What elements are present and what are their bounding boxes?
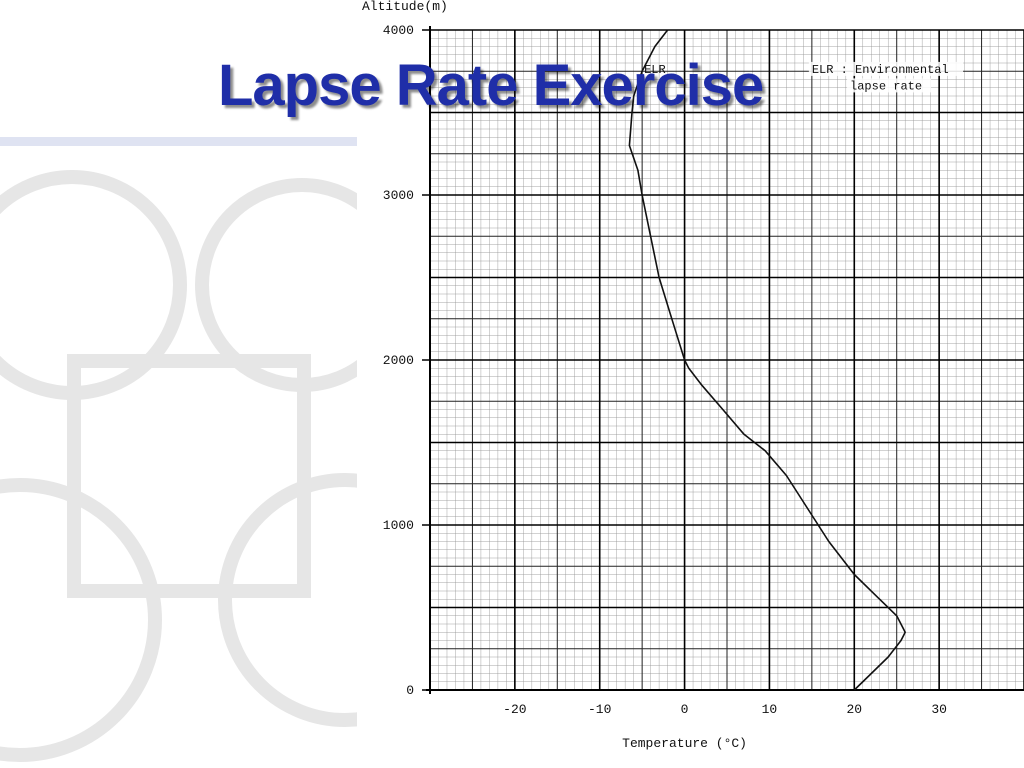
legend-note: lapse rate [850,79,922,93]
series-line-elr [628,29,907,691]
slide-title: Lapse Rate Exercise [218,53,764,118]
y-tick-label: 0 [406,683,414,698]
x-tick-label: 30 [931,702,947,717]
x-tick-label: -20 [503,702,526,717]
y-axis-label: Altitude(m) [362,0,448,14]
legend-note: ELR : Environmental [812,63,949,77]
y-tick-label: 1000 [383,518,414,533]
y-tick-label: 2000 [383,353,414,368]
x-tick-label: 20 [846,702,862,717]
x-tick-label: 10 [762,702,778,717]
chart-canvas: 0 1000 2000 3000 4000 -20 -10 0 10 20 30 Altitude(m… [362,0,1024,751]
y-tick-label: 3000 [383,188,414,203]
lapse-rate-chart: 0 1000 2000 3000 4000 -20 -10 0 10 20 30 Altitude(m… [357,0,1024,768]
annotation-bg [808,61,964,76]
y-tick-label: 4000 [383,23,414,38]
x-axis-label: Temperature (°C) [622,736,747,751]
series-label-elr: ELR [644,63,666,77]
x-tick-label: -10 [588,702,611,717]
title-accent-bar [0,137,357,146]
annotation-bg [847,78,932,93]
x-tick-label: 0 [681,702,689,717]
